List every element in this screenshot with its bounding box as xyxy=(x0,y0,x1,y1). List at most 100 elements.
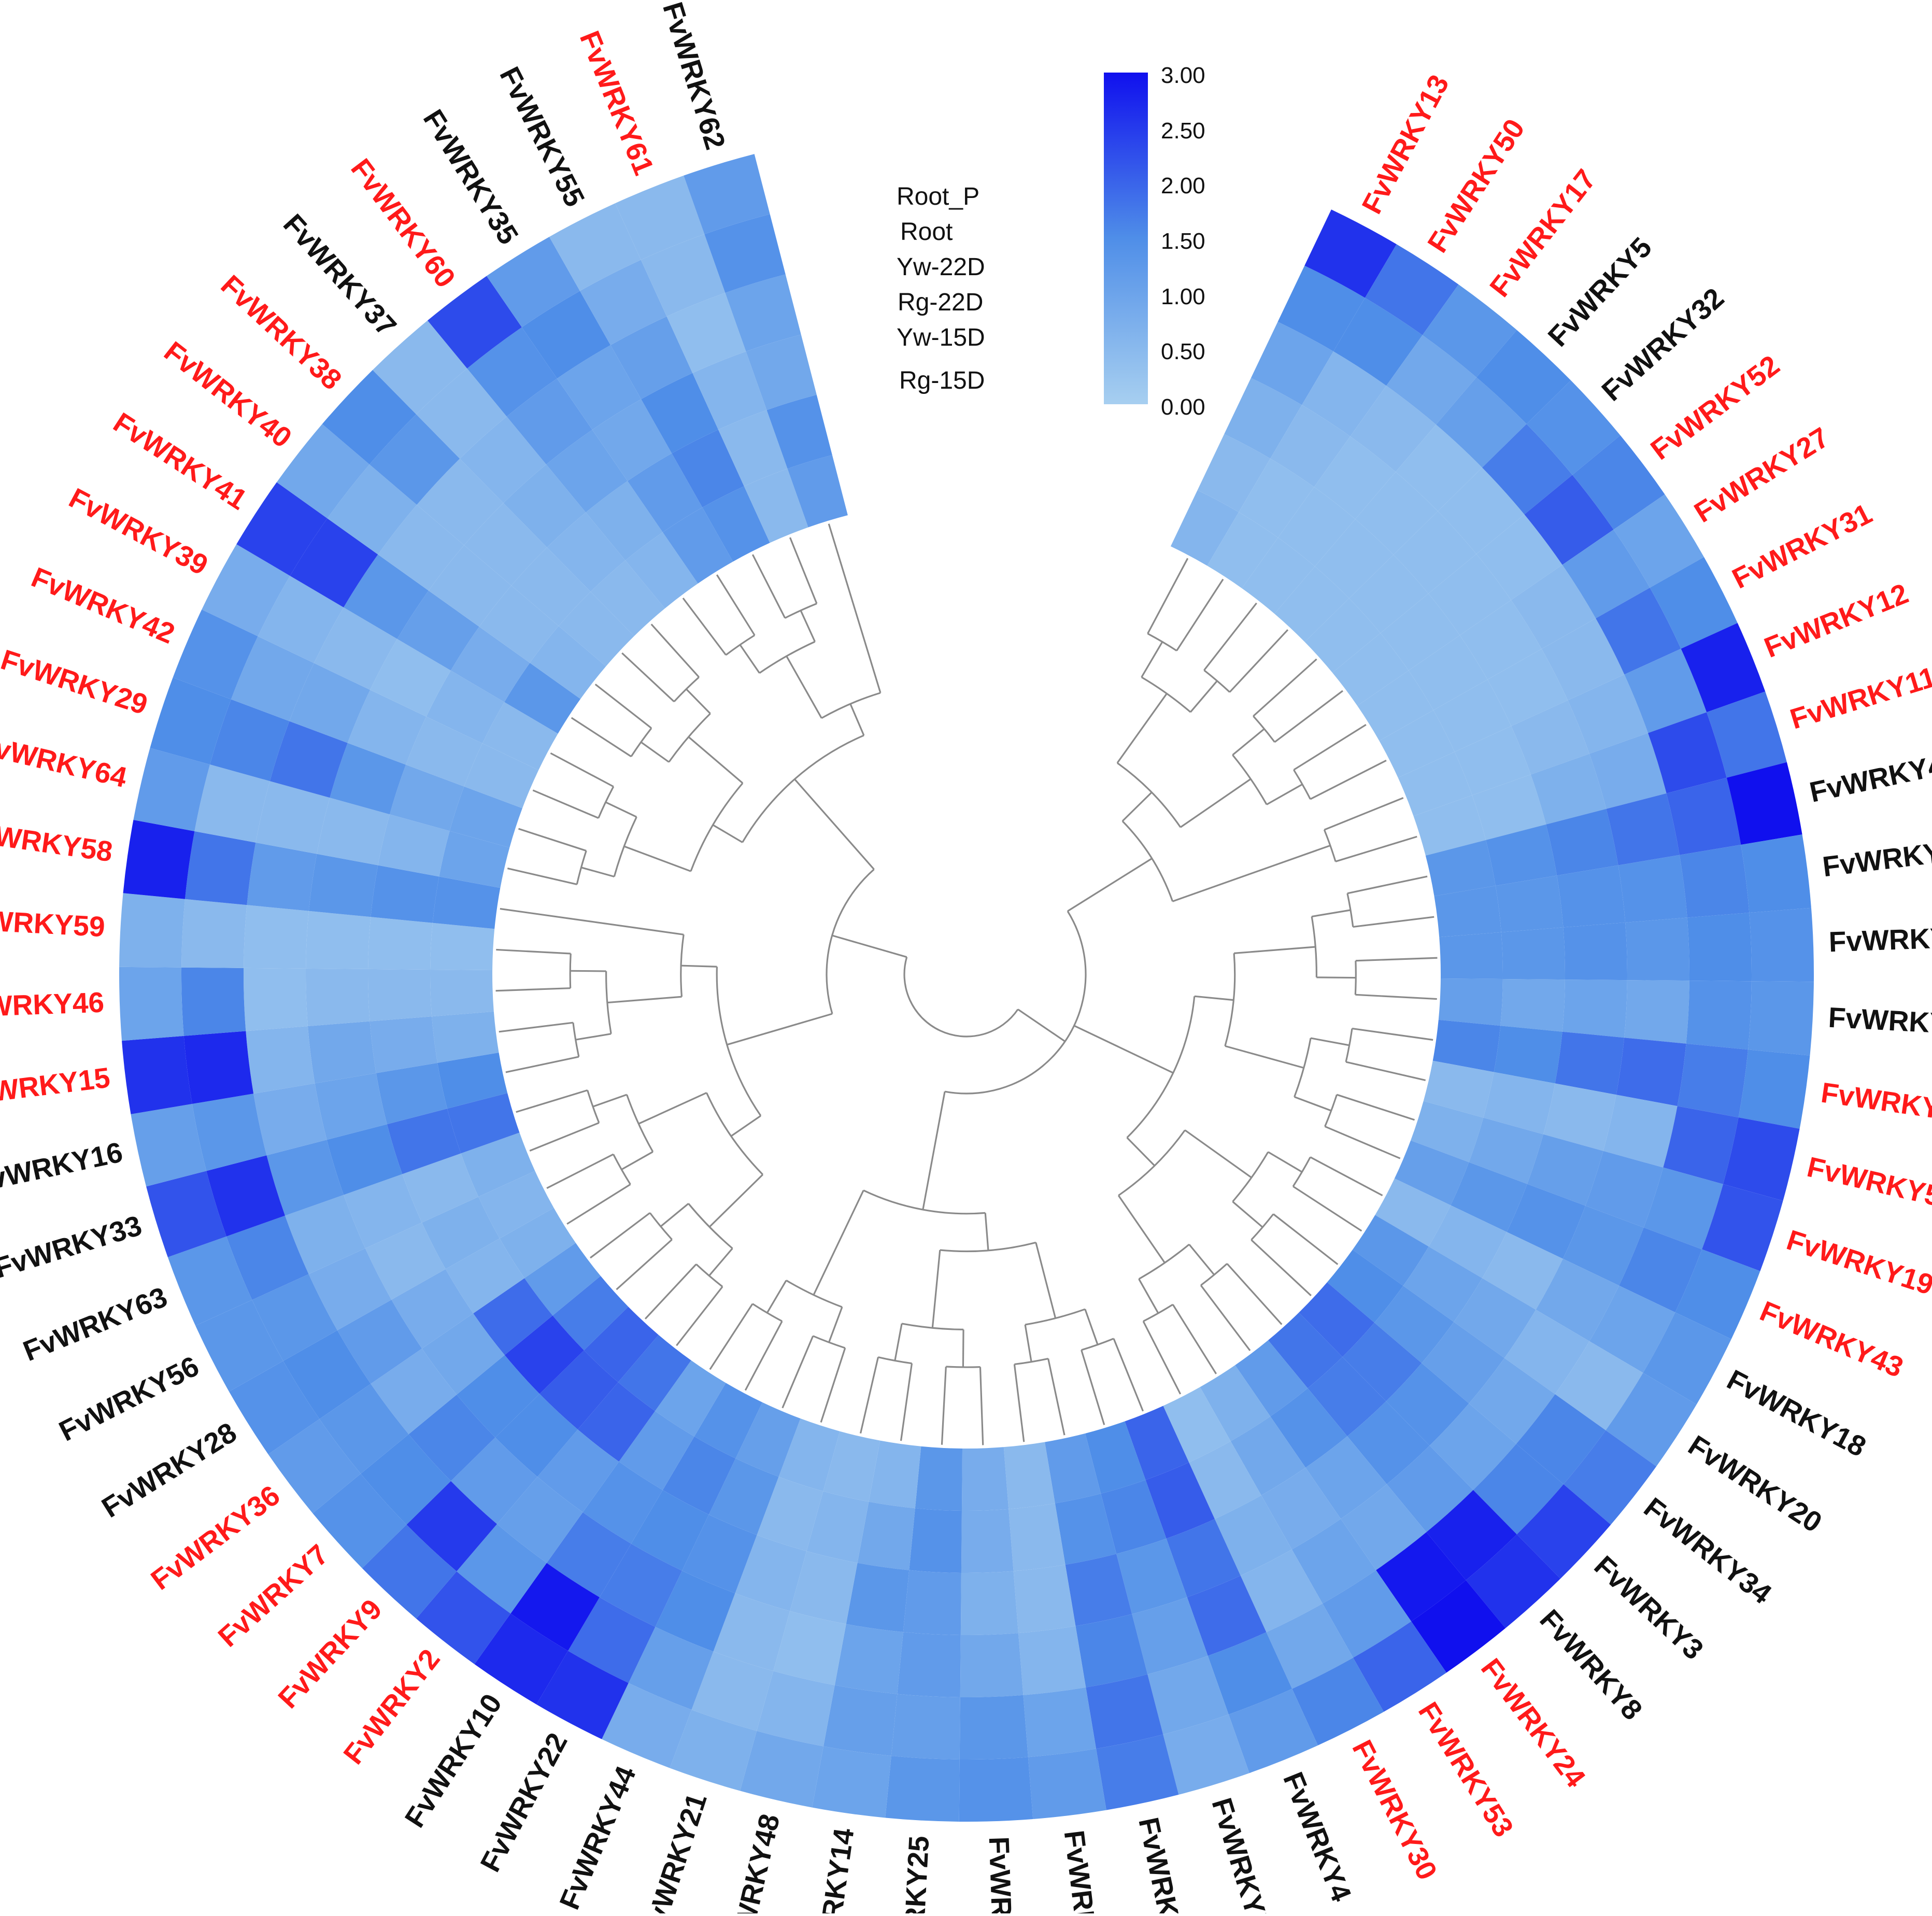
tree-arc xyxy=(576,850,587,885)
heat-cell-fvwrky46-rg-15d xyxy=(430,969,494,1017)
heat-cell-fvwrky9-rg-15d xyxy=(584,1307,659,1383)
tree-branch xyxy=(1229,629,1289,693)
heat-cell-fvwrky59-root xyxy=(181,899,247,968)
heat-cell-fvwrky61-rg-22d xyxy=(692,351,767,430)
heat-cell-fvwrky10-root_p xyxy=(474,1613,569,1705)
heat-cell-fvwrky9-root_p xyxy=(362,1524,457,1619)
heat-cell-fvwrky44-root_p xyxy=(602,1683,692,1768)
heat-cell-fvwrky60-yw-15d xyxy=(586,481,663,561)
heat-cell-fvwrky8-yw-15d xyxy=(1308,1357,1386,1437)
heat-cell-fvwrky14-rg-15d xyxy=(869,1440,921,1509)
heat-cell-fvwrky38-root_p xyxy=(322,370,417,465)
tree-arc xyxy=(784,603,817,619)
gene-label-fvwrky16: FvWRKY16 xyxy=(0,1136,125,1199)
heat-cell-fvwrky5-yw-15d xyxy=(1315,519,1394,599)
tree-branch xyxy=(1035,1242,1057,1318)
tree-branch xyxy=(730,1115,761,1137)
heat-cell-fvwrky44-rg-22d xyxy=(682,1514,757,1594)
heat-cell-fvwrky30-yw-15d xyxy=(1189,1441,1261,1520)
gene-label-fvwrky25: FvWRKY25 xyxy=(895,1835,935,1913)
heat-cell-fvwrky22-rg-22d xyxy=(631,1490,709,1571)
gene-label-fvwrky45: FvWRKY45 xyxy=(1827,1001,1932,1041)
gene-label-fvwrky41: FvWRKY41 xyxy=(108,406,253,516)
tree-branch xyxy=(1067,858,1153,912)
heat-cell-fvwrky39-root_p xyxy=(202,544,290,636)
tree-branch xyxy=(1147,558,1189,634)
heat-cell-fvwrky35-yw-15d xyxy=(627,453,703,533)
heat-cell-fvwrky40-yw-22d xyxy=(378,505,464,591)
gene-label-fvwrky28: FvWRKY28 xyxy=(96,1416,242,1524)
heat-cell-fvwrky3-root_p xyxy=(1516,1484,1611,1579)
tree-arc xyxy=(1200,1263,1228,1286)
heat-cell-fvwrky10-rg-15d xyxy=(655,1360,726,1437)
tree-arc xyxy=(1025,1308,1086,1326)
heat-cell-fvwrky40-rg-15d xyxy=(530,626,606,699)
heat-cell-fvwrky57-rg-22d xyxy=(1013,1565,1076,1634)
heat-cell-fvwrky52-rg-22d xyxy=(1428,554,1511,635)
heat-cell-fvwrky22-root_p xyxy=(536,1651,629,1739)
heat-cell-fvwrky58-yw-22d xyxy=(247,842,317,911)
heat-cell-fvwrky38-yw-22d xyxy=(417,459,504,545)
heat-cell-fvwrky48-root xyxy=(757,1671,835,1747)
heat-cell-fvwrky34-root xyxy=(1516,1394,1606,1484)
tree-branch xyxy=(644,1264,697,1319)
heat-cell-fvwrky53-rg-15d xyxy=(1200,1365,1271,1441)
heat-cell-fvwrky25-root xyxy=(891,1694,960,1759)
heat-cell-fvwrky35-rg-15d xyxy=(662,507,733,584)
heat-cell-fvwrky21-root xyxy=(691,1651,774,1731)
tree-branch xyxy=(1126,1137,1156,1167)
heat-cell-fvwrky45-root xyxy=(1686,981,1752,1050)
heat-cell-fvwrky41-rg-22d xyxy=(397,590,479,671)
tree-arc xyxy=(630,727,652,757)
heat-cell-fvwrky14-rg-22d xyxy=(846,1563,910,1633)
heat-cell-fvwrky30-rg-15d xyxy=(1163,1387,1231,1463)
heat-cell-fvwrky13-yw-22d xyxy=(1251,321,1334,405)
tree-branch xyxy=(922,1091,946,1210)
tree-branch xyxy=(1310,759,1387,800)
tree-branch xyxy=(1347,875,1428,895)
tree-branch xyxy=(1294,1096,1332,1112)
heat-cell-fvwrky61-root xyxy=(641,234,726,317)
heat-cell-fvwrky63-root_p xyxy=(167,1236,252,1326)
heat-cell-fvwrky45-root_p xyxy=(1748,981,1814,1056)
gene-label-fvwrky35: FvWRKY35 xyxy=(417,104,525,250)
heat-cell-fvwrky5-root_p xyxy=(1476,330,1571,424)
heat-cell-fvwrky9-yw-22d xyxy=(451,1437,537,1524)
heat-cell-fvwrky14-root_p xyxy=(812,1746,891,1818)
heat-cell-fvwrky50-yw-22d xyxy=(1302,351,1387,437)
gene-label-fvwrky11: FvWRKY11 xyxy=(1786,660,1932,735)
heat-cell-fvwrky4-yw-15d xyxy=(1145,1462,1215,1539)
heat-cell-fvwrky25-rg-15d xyxy=(915,1446,963,1511)
gene-label-fvwrky64: FvWRKY64 xyxy=(0,728,130,794)
heat-cell-fvwrky57-root xyxy=(1023,1687,1097,1757)
gene-label-fvwrky42: FvWRKY42 xyxy=(27,561,179,650)
colorbar-tick-200: 2.00 xyxy=(1161,173,1205,198)
tree-branch xyxy=(941,1366,947,1445)
heat-cell-fvwrky26-root xyxy=(1677,1043,1749,1118)
heat-cell-fvwrky47-rg-22d xyxy=(1546,808,1618,876)
heat-cell-fvwrky46-yw-22d xyxy=(244,968,308,1031)
heat-cell-fvwrky24-root_p xyxy=(1411,1580,1505,1673)
heat-cell-fvwrky18-rg-15d xyxy=(1375,1178,1451,1247)
heat-cell-fvwrky14-yw-22d xyxy=(834,1624,903,1694)
heat-cell-fvwrky11-rg-22d xyxy=(1530,754,1607,825)
heat-cell-fvwrky54-root xyxy=(1147,1655,1229,1735)
tree-branch xyxy=(931,1250,941,1328)
gene-label-fvwrky4: FvWRKY4 xyxy=(1277,1767,1358,1906)
heat-cell-fvwrky43-rg-22d xyxy=(1507,1184,1586,1259)
heat-cell-fvwrky51-rg-15d xyxy=(1423,1060,1494,1118)
tree-branch xyxy=(828,1307,843,1343)
heat-cell-fvwrky11-root xyxy=(1647,712,1727,793)
heat-cell-fvwrky1-yw-15d xyxy=(1501,927,1565,980)
gene-label-fvwrky24: FvWRKY24 xyxy=(1475,1652,1592,1793)
track-label-4: Yw-15D xyxy=(897,324,985,351)
heat-cell-fvwrky35-root_p xyxy=(486,236,580,328)
tree-branch xyxy=(682,598,727,656)
colorbar-tick-300: 3.00 xyxy=(1161,63,1205,88)
heat-cell-fvwrky32-yw-15d xyxy=(1349,555,1429,633)
gene-label-fvwrky39: FvWRKY39 xyxy=(64,481,213,581)
heat-cell-fvwrky46-yw-15d xyxy=(368,969,432,1021)
tree-branch xyxy=(516,1089,588,1113)
tree-arc xyxy=(673,676,700,702)
heat-cell-fvwrky27-root_p xyxy=(1613,494,1704,588)
